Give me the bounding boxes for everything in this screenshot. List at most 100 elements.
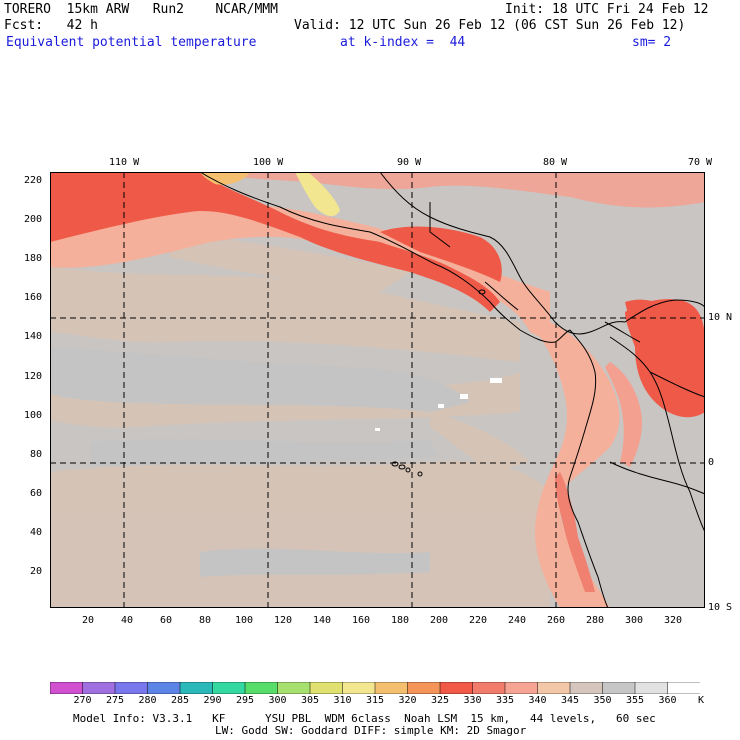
init-time: Init: 18 UTC Fri 24 Feb 12 xyxy=(505,2,709,17)
y-tick: 20 xyxy=(30,566,43,577)
colorbar-label: 300 xyxy=(268,695,287,706)
lon-label-100w: 100 W xyxy=(253,157,284,168)
lon-label-70w: 70 W xyxy=(688,157,713,168)
x-tick: 240 xyxy=(508,615,527,626)
y-tick: 60 xyxy=(30,488,43,499)
colorbar-swatch xyxy=(212,682,246,694)
red-patch-colombia xyxy=(625,299,705,418)
x-tick: 20 xyxy=(82,615,95,626)
colorbar-swatch xyxy=(179,682,214,694)
colorbar-swatch xyxy=(244,682,279,694)
colorbar-label: 345 xyxy=(560,695,580,706)
colorbar-label: 360 xyxy=(658,695,677,706)
colorbar-swatch xyxy=(472,682,506,694)
salmon-band-north xyxy=(50,202,550,342)
forecast-hour: Fcst: 42 h xyxy=(4,18,98,33)
lon-label-80w: 80 W xyxy=(543,157,568,168)
model-physics: LW: Godd SW: Goddard DIFF: simple KM: 2D… xyxy=(215,724,527,737)
lon-label-110w: 110 W xyxy=(109,157,140,168)
x-tick: 80 xyxy=(199,615,212,626)
colorbar-unit: K xyxy=(698,695,705,706)
colorbar-swatch xyxy=(309,682,344,694)
yellow-patch-2 xyxy=(200,172,250,185)
colorbar-label: 355 xyxy=(625,695,645,706)
x-tick: 260 xyxy=(547,615,566,626)
colorbar-label: 285 xyxy=(170,695,190,706)
colorbar xyxy=(50,682,700,694)
x-tick: 280 xyxy=(586,615,605,626)
colorbar-label: 290 xyxy=(203,695,222,706)
yellow-patch-1 xyxy=(295,172,340,217)
colorbar-swatch xyxy=(277,682,311,694)
colorbar-label: 315 xyxy=(365,695,385,706)
colorbar-swatch xyxy=(439,682,474,694)
level-info: at k-index = 44 xyxy=(340,35,466,50)
colorbar-label: 325 xyxy=(430,695,450,706)
colorbar-swatch xyxy=(569,682,604,694)
y-tick: 40 xyxy=(30,527,43,538)
x-tick: 320 xyxy=(664,615,683,626)
red-patch-caribbean xyxy=(380,226,502,282)
y-tick: 220 xyxy=(24,175,43,186)
model-info: Model Info: V3.3.1 KF YSU PBL WDM 6class… xyxy=(73,712,656,725)
islands xyxy=(391,289,486,477)
colorbar-swatch xyxy=(82,682,116,694)
x-tick: 100 xyxy=(235,615,254,626)
y-tick: 160 xyxy=(24,292,43,303)
model-title: TORERO 15km ARW Run2 NCAR/MMM xyxy=(4,2,278,17)
theta-e-map[interactable] xyxy=(50,172,705,608)
y-tick: 140 xyxy=(24,331,43,342)
colorbar-label: 270 xyxy=(73,695,92,706)
x-tick: 180 xyxy=(391,615,410,626)
colorbar-label: 350 xyxy=(593,695,612,706)
salmon-patch-andes xyxy=(605,362,642,467)
x-tick: 40 xyxy=(121,615,134,626)
lon-label-90w: 90 W xyxy=(397,157,422,168)
colorbar-swatch xyxy=(407,682,441,694)
colorbar-label: 310 xyxy=(333,695,352,706)
salmon-top xyxy=(200,172,705,208)
y-tick: 80 xyxy=(30,449,43,460)
colorbar-swatch xyxy=(50,682,84,694)
red-patch-venezuela xyxy=(625,299,670,328)
map-frame xyxy=(50,172,705,608)
x-tick: 200 xyxy=(430,615,449,626)
x-tick: 220 xyxy=(469,615,488,626)
colorbar-swatch xyxy=(667,682,700,694)
white-specks xyxy=(375,378,502,431)
colorbar-label: 295 xyxy=(235,695,255,706)
x-tick: 120 xyxy=(274,615,293,626)
x-tick: 60 xyxy=(160,615,173,626)
colorbar-swatch xyxy=(342,682,376,694)
colorbar-label: 280 xyxy=(138,695,157,706)
y-tick: 180 xyxy=(24,253,43,264)
colorbar-swatch xyxy=(114,682,149,694)
lat-label-10n: 10 N xyxy=(708,312,733,323)
colorbar-swatch xyxy=(634,682,669,694)
colorbar-swatch xyxy=(602,682,636,694)
colorbar-label: 335 xyxy=(495,695,515,706)
colorbar-swatch xyxy=(374,682,409,694)
x-tick: 300 xyxy=(625,615,644,626)
grey-field xyxy=(50,347,470,577)
y-tick: 120 xyxy=(24,371,43,382)
lat-label-10s: 10 S xyxy=(708,602,733,613)
colorbar-label: 305 xyxy=(300,695,320,706)
smoothing-info: sm= 2 xyxy=(632,35,672,50)
colorbar-swatch xyxy=(147,682,181,694)
field-name: Equivalent potential temperature xyxy=(6,35,257,50)
coastlines xyxy=(199,172,705,608)
red-band-south xyxy=(555,472,595,592)
colorbar-label: 275 xyxy=(105,695,125,706)
y-tick: 200 xyxy=(24,214,43,225)
colorbar-swatch xyxy=(504,682,539,694)
lat-label-0: 0 xyxy=(708,457,715,468)
lat-lon-grid xyxy=(50,172,705,608)
valid-time: Valid: 12 UTC Sun 26 Feb 12 (06 CST Sun … xyxy=(294,18,686,33)
colorbar-label: 330 xyxy=(463,695,482,706)
y-tick: 100 xyxy=(24,410,43,421)
x-tick: 160 xyxy=(352,615,371,626)
red-band-north xyxy=(50,172,500,312)
colorbar-label: 340 xyxy=(528,695,547,706)
colorbar-label: 320 xyxy=(398,695,417,706)
